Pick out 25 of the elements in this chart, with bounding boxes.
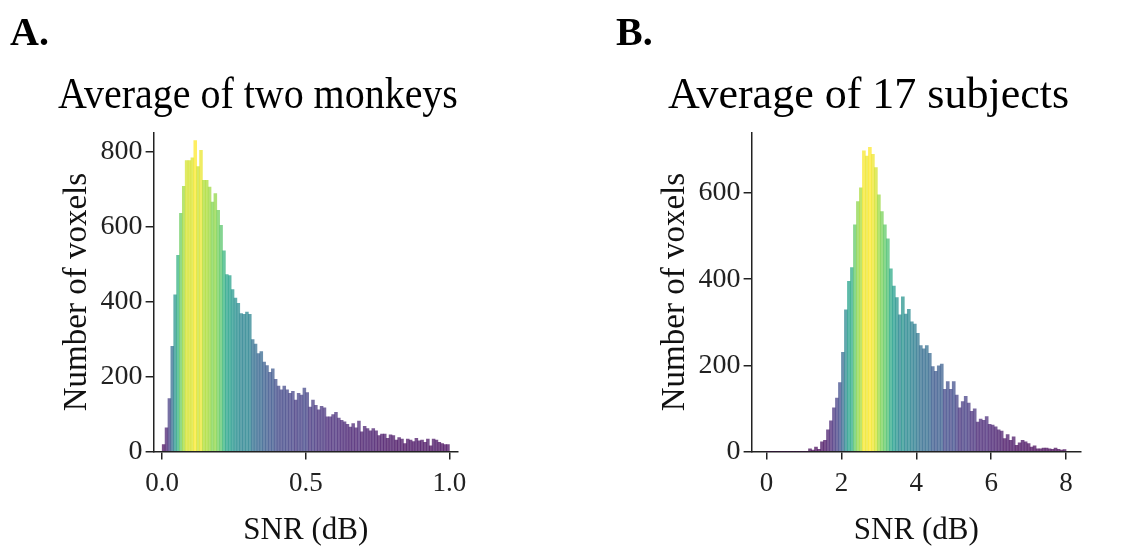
y-tick-label: 200 bbox=[698, 347, 741, 379]
y-tick-label: 0 bbox=[128, 433, 143, 465]
x-axis-title: SNR (dB) bbox=[853, 510, 979, 546]
text: A. bbox=[10, 8, 49, 55]
y-tick-label: 200 bbox=[100, 358, 143, 390]
y-tick-label: 0 bbox=[726, 433, 741, 465]
y-tick-label: 400 bbox=[698, 261, 741, 293]
chart-title: Average of two monkeys bbox=[58, 69, 458, 118]
y-tick-label: 800 bbox=[100, 133, 143, 165]
x-tick-label: 0.0 bbox=[145, 466, 180, 497]
y-axis-title: Number of voxels bbox=[57, 172, 94, 412]
chart-title: Average of 17 subjects bbox=[667, 68, 1070, 118]
x-tick-label: 0 bbox=[759, 466, 774, 497]
y-tick-label: 600 bbox=[100, 208, 143, 240]
x-tick-label: 8 bbox=[1059, 466, 1073, 497]
text: B. bbox=[616, 8, 653, 55]
x-tick-label: 0.5 bbox=[288, 466, 323, 497]
x-tick-label: 2 bbox=[834, 466, 849, 497]
x-tick-label: 4 bbox=[909, 466, 924, 497]
x-axis-title: SNR (dB) bbox=[243, 510, 369, 546]
x-tick-label: 1.0 bbox=[432, 466, 467, 497]
y-tick-label: 600 bbox=[698, 175, 741, 207]
y-axis-title: Number of voxels bbox=[655, 172, 692, 412]
y-tick-label: 400 bbox=[100, 283, 143, 315]
x-tick-label: 6 bbox=[984, 466, 998, 497]
